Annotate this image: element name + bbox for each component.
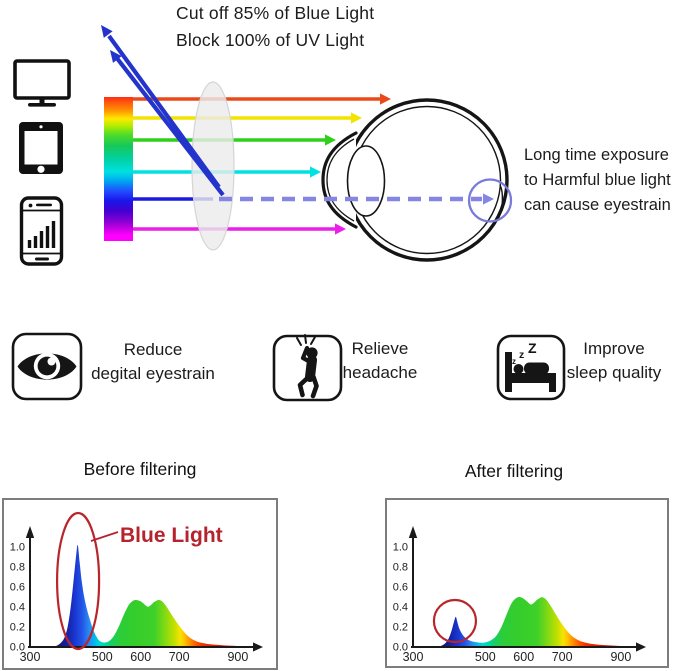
monitor-icon <box>13 59 71 107</box>
y-axis-arrow <box>408 526 418 538</box>
spectrum-bar <box>104 97 133 241</box>
magenta-ray <box>133 223 346 235</box>
blue-peak-highlight <box>55 511 101 651</box>
eye-diagram <box>321 98 509 262</box>
benefit-sleep-line2: sleep quality <box>566 362 662 382</box>
x-tick-label: 900 <box>227 650 248 664</box>
top-diagram <box>13 25 513 266</box>
red-ray <box>133 93 391 105</box>
lens-ellipse <box>191 81 235 251</box>
sleep-z-small: z <box>512 357 516 366</box>
y-axis-arrow <box>25 526 35 538</box>
y-tick-label: 0.0 <box>393 642 408 654</box>
y-tick-label: 0.6 <box>393 582 408 594</box>
after-chart-title: After filtering <box>464 461 564 481</box>
reflected-blue-rays <box>101 25 225 197</box>
y-tick-label: 1.0 <box>10 542 25 554</box>
benefit-label-eyestrain: Reduce degital eyestrain <box>80 338 226 385</box>
benefit-icons: z z Z <box>11 332 566 402</box>
eyestrain-note-line3: can cause eyestrain <box>524 196 671 214</box>
before-chart-title: Before filtering <box>83 459 197 479</box>
y-tick-label: 0.2 <box>10 622 25 634</box>
x-tick-label: 900 <box>610 650 631 664</box>
before-spectrum-chart: 0.0 0.2 0.4 0.6 0.8 1.0 300 500 600 700 900 Blue Li… <box>10 511 263 664</box>
headline-line2: Block 100% of UV Light <box>176 30 365 50</box>
x-tick-label: 600 <box>130 650 151 664</box>
x-axis-arrow <box>253 642 263 652</box>
y-tick-label: 0.4 <box>10 602 25 614</box>
y-tick-label: 0.8 <box>393 562 408 574</box>
x-tick-label: 500 <box>475 650 496 664</box>
after-chart-box: 0.0 0.2 0.4 0.6 0.8 1.0 300 500 600 700 900 <box>385 498 669 668</box>
y-tick-label: 1.0 <box>393 542 408 554</box>
spectrum-area <box>437 596 638 647</box>
annotation-connector <box>90 531 119 542</box>
cornea-inner-line <box>326 138 355 222</box>
headline-line1: Cut off 85% of Blue Light <box>176 3 375 23</box>
eye-icon <box>11 332 83 401</box>
eyestrain-note: Long time exposure to Harmful blue light… <box>524 143 671 218</box>
cornea-mask <box>323 133 356 227</box>
eyestrain-note-line1: Long time exposure <box>524 146 669 164</box>
y-tick-label: 0.2 <box>393 622 408 634</box>
signal-bars-glyph <box>27 221 56 248</box>
smartphone-icon <box>19 196 64 266</box>
sleep-icon: z z Z <box>496 334 566 401</box>
x-tick-label: 600 <box>513 650 534 664</box>
y-tick-label: 0.4 <box>393 602 408 614</box>
green-ray <box>133 134 336 146</box>
benefit-label-sleep: Improve sleep quality <box>556 337 672 384</box>
retina-notch <box>497 184 504 218</box>
sleep-z-medium: z <box>519 349 524 361</box>
x-tick-label: 700 <box>552 650 573 664</box>
y-tick-label: 0.0 <box>10 642 25 654</box>
x-tick-label: 500 <box>92 650 113 664</box>
benefit-headache-line1: Relieve <box>351 339 409 358</box>
y-tick-label: 0.6 <box>10 582 25 594</box>
blue-light-annotation: Blue Light <box>120 524 223 547</box>
blue-peak-highlight <box>432 598 478 644</box>
benefit-label-headache: Relieve headache <box>330 337 430 384</box>
x-axis-arrow <box>636 642 646 652</box>
cornea-outline <box>321 131 358 229</box>
x-tick-label: 700 <box>169 650 190 664</box>
benefit-eyestrain-line1: Reduce <box>123 340 183 359</box>
before-chart-box: 0.0 0.2 0.4 0.6 0.8 1.0 300 500 600 700 900 Blue Li… <box>2 498 278 670</box>
benefit-eyestrain-line2: degital eyestrain <box>91 363 215 383</box>
y-tick-label: 0.8 <box>10 562 25 574</box>
eye-lens <box>346 145 386 217</box>
sleep-z-large: Z <box>528 340 537 356</box>
spectrum-area <box>51 544 255 647</box>
benefit-sleep-line1: Improve <box>583 339 645 358</box>
eyestrain-note-line2: to Harmful blue light <box>524 171 671 189</box>
tablet-icon <box>19 122 63 174</box>
retina-highlight-circle <box>467 178 513 223</box>
x-tick-label: 300 <box>20 650 41 664</box>
benefit-headache-line2: headache <box>342 362 418 382</box>
x-tick-label: 300 <box>403 650 424 664</box>
headache-icon <box>272 334 343 402</box>
blue-dashed-ray <box>219 193 494 205</box>
after-spectrum-chart: 0.0 0.2 0.4 0.6 0.8 1.0 300 500 600 700 900 <box>393 526 646 664</box>
